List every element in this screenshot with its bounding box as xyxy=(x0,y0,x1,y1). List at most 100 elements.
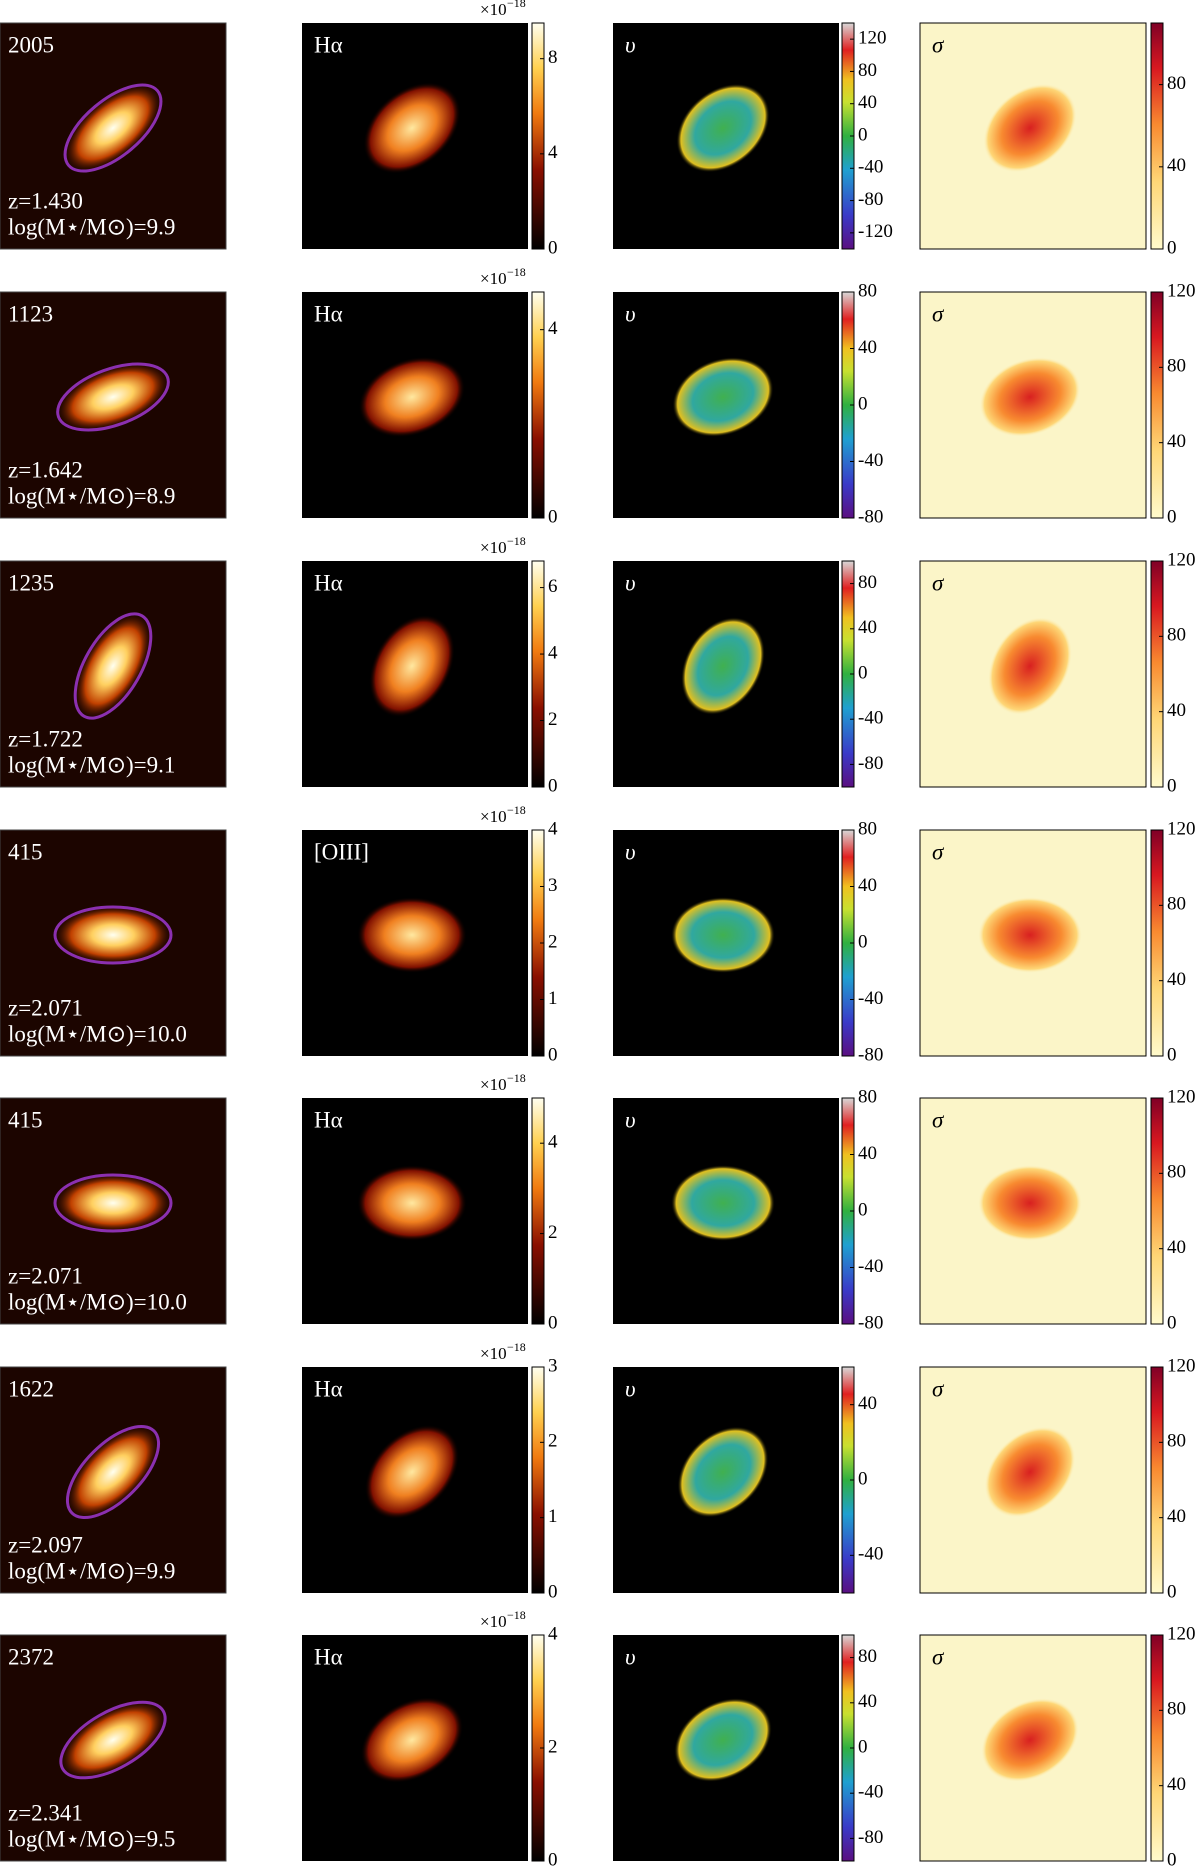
colorbar-tick-label: -120 xyxy=(858,221,893,242)
colorbar-tick-label: 0 xyxy=(858,931,868,952)
colorbar-tick-label: -80 xyxy=(858,1044,883,1065)
galaxy-id: 2372 xyxy=(8,1644,54,1669)
velocity-label: υ xyxy=(625,839,636,864)
redshift: z=2.071 xyxy=(8,995,83,1020)
aperture xyxy=(53,1173,173,1233)
colorbar-tick-label: 0 xyxy=(1167,1581,1177,1602)
redshift: z=2.097 xyxy=(8,1532,83,1557)
colorbar-tick-label: 80 xyxy=(858,818,877,839)
colorbar-tick-label: 120 xyxy=(1167,280,1196,301)
colorbar xyxy=(531,1366,545,1594)
stellar-mass: log(M⋆/M⊙)=10.0 xyxy=(8,1021,187,1046)
line-label: Hα xyxy=(314,301,343,326)
colorbar-tick-label: 3 xyxy=(548,875,558,896)
flux-scale: ×10 xyxy=(480,269,507,288)
dispersion-label: σ xyxy=(932,301,945,326)
colorbar-tick-label: 80 xyxy=(858,60,877,81)
flux-exponent: −18 xyxy=(507,534,526,548)
colorbar-tick-label: 0 xyxy=(1167,775,1177,796)
colorbar-tick-label: 0 xyxy=(548,1581,558,1602)
colorbar-tick-label: 2 xyxy=(548,931,558,952)
flux-exponent: −18 xyxy=(507,1071,526,1085)
flux-map xyxy=(357,1165,467,1241)
flux-exponent: −18 xyxy=(507,803,526,817)
colorbar-tick-label: 40 xyxy=(858,1393,877,1414)
galaxy-id: 415 xyxy=(8,839,43,864)
colorbar xyxy=(1150,560,1164,788)
dispersion-label: σ xyxy=(932,1644,945,1669)
colorbar-tick-label: -80 xyxy=(858,1312,883,1333)
colorbar-tick-label: 80 xyxy=(1167,625,1186,646)
colorbar xyxy=(1150,829,1164,1057)
colorbar-tick-label: -80 xyxy=(858,506,883,527)
stellar-mass: log(M⋆/M⊙)=9.1 xyxy=(8,752,175,777)
colorbar-tick-label: -40 xyxy=(858,1256,883,1277)
colorbar-tick-label: 3 xyxy=(548,1355,558,1376)
colorbar-tick-label: 0 xyxy=(548,1849,558,1867)
line-label: Hα xyxy=(314,1107,343,1132)
dispersion-map xyxy=(981,1698,1079,1782)
colorbar-tick-label: 120 xyxy=(1167,1623,1196,1644)
stellar-mass: log(M⋆/M⊙)=9.5 xyxy=(8,1826,175,1851)
aperture xyxy=(53,905,173,965)
redshift: z=1.430 xyxy=(8,188,83,213)
flux-scale: ×10 xyxy=(480,0,507,19)
colorbar-tick-label: 0 xyxy=(1167,506,1177,527)
line-label: [OIII] xyxy=(314,839,369,864)
galaxy xyxy=(63,83,163,173)
flux-scale: ×10 xyxy=(480,807,507,826)
colorbar-tick-label: 40 xyxy=(858,1143,877,1164)
velocity-map xyxy=(676,83,770,173)
redshift: z=1.642 xyxy=(8,457,83,482)
colorbar xyxy=(1150,1634,1164,1862)
colorbar-tick-label: -40 xyxy=(858,708,883,729)
colorbar xyxy=(531,560,545,788)
colorbar-tick-label: 40 xyxy=(858,1691,877,1712)
colorbar-tick-label: 40 xyxy=(1167,1237,1186,1258)
dispersion-label: σ xyxy=(932,839,945,864)
velocity-label: υ xyxy=(625,1107,636,1132)
colorbar-tick-label: -80 xyxy=(858,753,883,774)
colorbar-tick-label: 0 xyxy=(548,506,558,527)
colorbar-tick-label: 0 xyxy=(858,662,868,683)
colorbar-tick-label: 40 xyxy=(1167,700,1186,721)
dispersion-label: σ xyxy=(932,32,945,57)
colorbar-tick-label: 40 xyxy=(1167,1774,1186,1795)
colorbar-tick-label: 80 xyxy=(858,1646,877,1667)
colorbar-tick-label: 0 xyxy=(548,237,558,258)
galaxy xyxy=(73,611,153,721)
redshift: z=2.071 xyxy=(8,1263,83,1288)
colorbar xyxy=(1150,291,1164,519)
colorbar-tick-label: 1 xyxy=(548,988,558,1009)
galaxy-id: 1622 xyxy=(8,1376,54,1401)
galaxy-id: 2005 xyxy=(8,32,54,57)
colorbar-tick-label: 4 xyxy=(548,1623,558,1644)
flux-map xyxy=(357,897,467,973)
dispersion-map xyxy=(984,1426,1076,1518)
galaxy xyxy=(53,905,173,965)
velocity-map xyxy=(681,617,765,715)
velocity-label: υ xyxy=(625,570,636,595)
colorbar-tick-label: -80 xyxy=(858,189,883,210)
dispersion-map xyxy=(978,1165,1082,1241)
colorbar-tick-label: -80 xyxy=(858,1827,883,1848)
stellar-mass: log(M⋆/M⊙)=9.9 xyxy=(8,214,175,239)
colorbar-tick-label: 80 xyxy=(1167,1162,1186,1183)
line-label: Hα xyxy=(314,32,343,57)
colorbar-tick-label: 0 xyxy=(858,1736,868,1757)
flux-scale: ×10 xyxy=(480,1075,507,1094)
colorbar-tick-label: -40 xyxy=(858,157,883,178)
flux-exponent: −18 xyxy=(507,1608,526,1622)
colorbar xyxy=(1150,1366,1164,1594)
dispersion-map xyxy=(979,357,1081,437)
line-label: Hα xyxy=(314,1644,343,1669)
colorbar-tick-label: 4 xyxy=(548,642,558,663)
colorbar-tick-label: 0 xyxy=(1167,1849,1177,1867)
velocity-map xyxy=(671,897,775,973)
colorbar-tick-label: 40 xyxy=(858,875,877,896)
colorbar-tick-label: 120 xyxy=(1167,549,1196,570)
colorbar xyxy=(531,1097,545,1325)
galaxy-id: 415 xyxy=(8,1107,43,1132)
colorbar-tick-label: 0 xyxy=(858,124,868,145)
colorbar-tick-label: 120 xyxy=(1167,1086,1196,1107)
